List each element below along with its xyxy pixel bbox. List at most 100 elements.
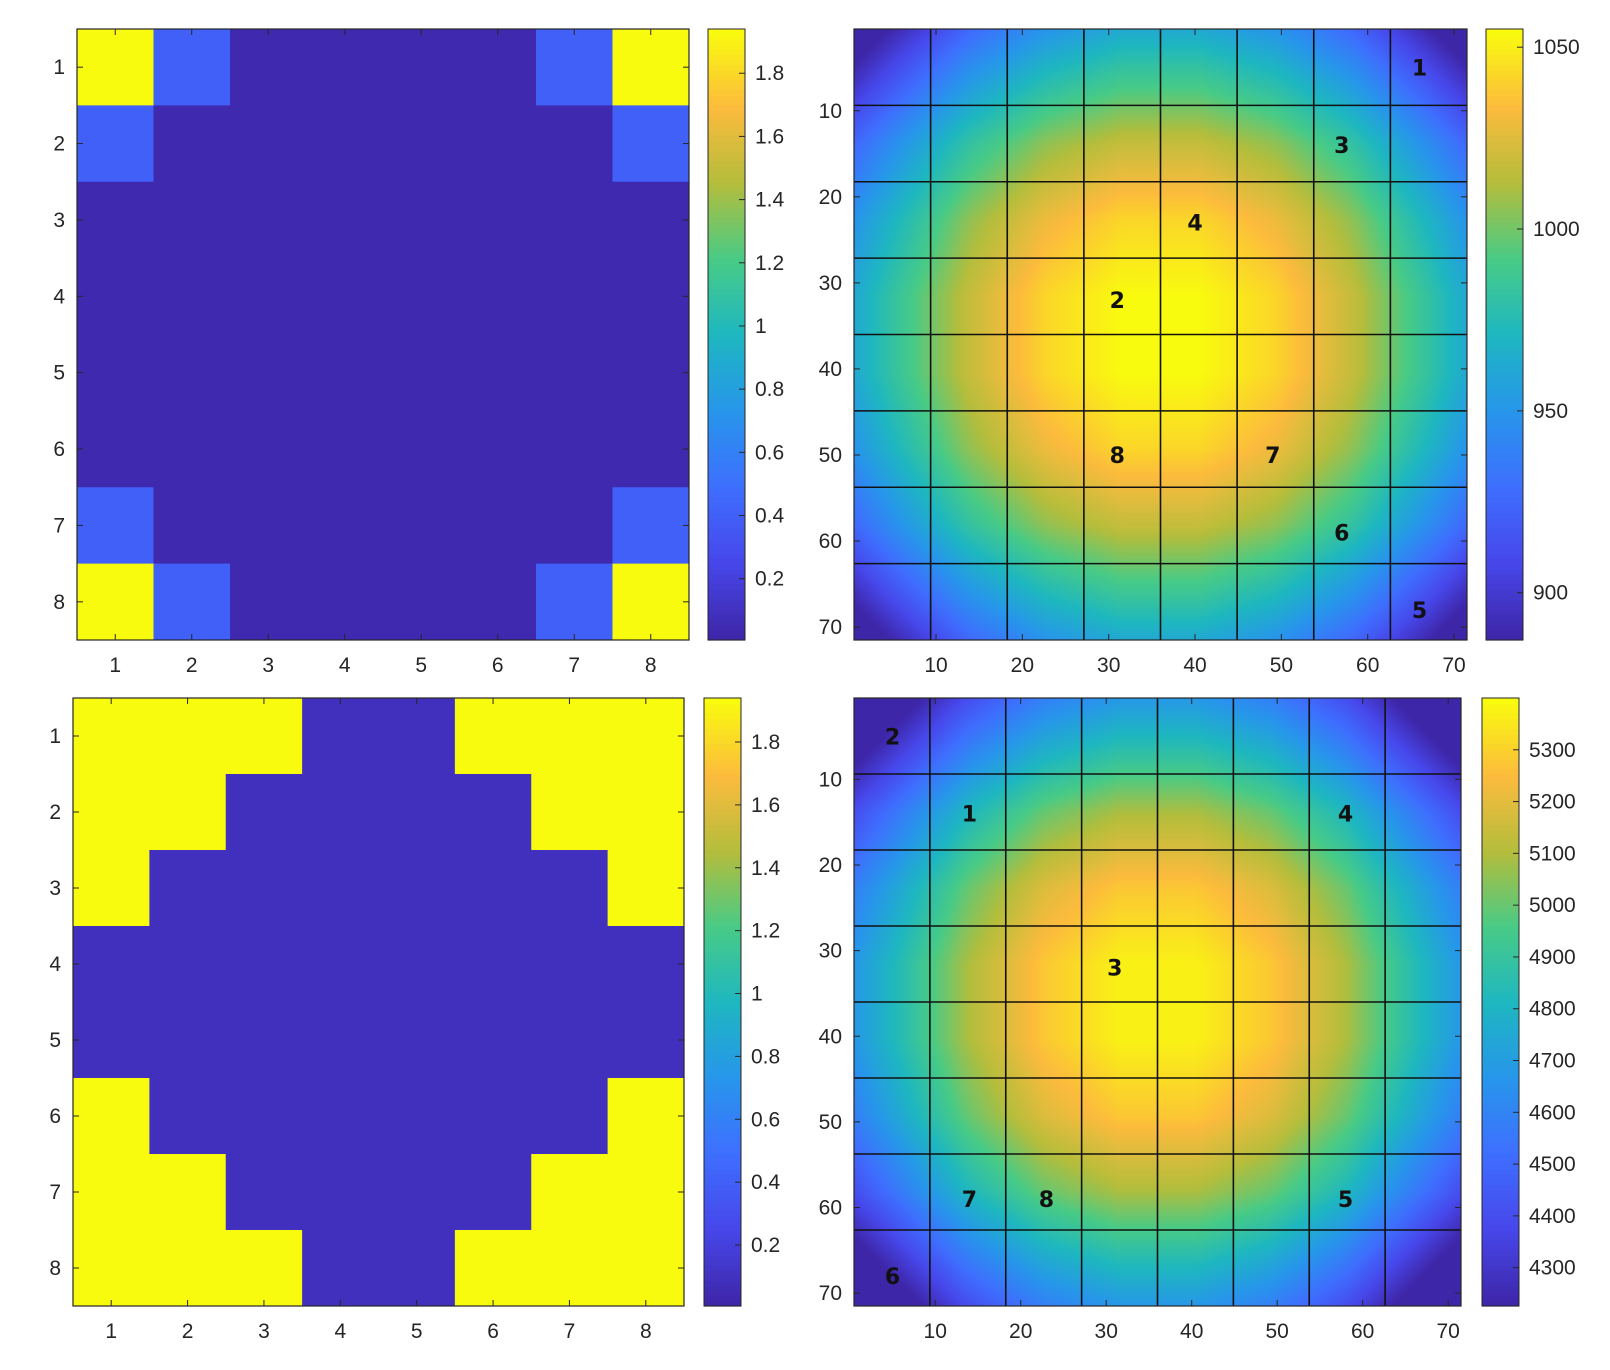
colorbar-segment bbox=[1486, 410, 1523, 417]
colorbar-segment bbox=[708, 283, 745, 290]
y-tick-label: 30 bbox=[819, 940, 842, 963]
colorbar-segment bbox=[708, 415, 745, 422]
colorbar-segment bbox=[704, 996, 741, 1003]
heatmap-cell bbox=[607, 1154, 685, 1231]
colorbar-segment bbox=[1482, 996, 1519, 1003]
colorbar-segment bbox=[1482, 900, 1519, 907]
colorbar-segment bbox=[1482, 733, 1519, 740]
colorbar-segment bbox=[704, 1103, 741, 1109]
colorbar-segment bbox=[704, 1260, 741, 1267]
y-tick-label: 10 bbox=[819, 768, 842, 791]
colorbar-segment bbox=[708, 344, 745, 351]
colorbar-segment bbox=[1482, 1275, 1519, 1282]
colorbar-segment bbox=[704, 819, 741, 826]
colorbar-tick-label: 1 bbox=[755, 315, 767, 338]
colorbar-segment bbox=[708, 614, 745, 621]
heatmap-cell bbox=[73, 926, 150, 1003]
colorbar-segment bbox=[704, 784, 741, 790]
colorbar-segment bbox=[1482, 824, 1519, 831]
colorbar-segment bbox=[1482, 1093, 1519, 1099]
colorbar-segment bbox=[1486, 441, 1523, 448]
colorbar-segment bbox=[1482, 1214, 1519, 1221]
colorbar-segment bbox=[1482, 1184, 1519, 1191]
colorbar-segment bbox=[1486, 105, 1523, 112]
colorbar-segment bbox=[1486, 543, 1523, 549]
colorbar-segment bbox=[1486, 538, 1523, 544]
x-tick-label: 5 bbox=[411, 1320, 423, 1343]
colorbar-segment bbox=[1486, 583, 1523, 590]
colorbar-segment bbox=[1482, 834, 1519, 841]
colorbar-segment bbox=[1486, 197, 1523, 203]
colorbar-segment bbox=[1482, 1194, 1519, 1201]
colorbar-segment bbox=[708, 461, 745, 468]
colorbar-segment bbox=[1482, 1300, 1519, 1307]
colorbar-segment bbox=[1486, 466, 1523, 473]
colorbar-segment bbox=[1482, 779, 1519, 785]
colorbar-segment bbox=[1486, 85, 1523, 91]
heatmap-cell bbox=[230, 258, 307, 335]
colorbar-tick-label: 1.6 bbox=[751, 794, 780, 817]
colorbar-segment bbox=[708, 349, 745, 356]
colorbar-segment bbox=[704, 1290, 741, 1297]
heatmap-cell bbox=[612, 487, 690, 565]
y-tick-label: 4 bbox=[53, 285, 65, 308]
colorbar-segment bbox=[708, 202, 745, 208]
colorbar-segment bbox=[1486, 34, 1523, 40]
colorbar-segment bbox=[708, 609, 745, 616]
colorbar-segment bbox=[1482, 708, 1519, 714]
heatmap-cell bbox=[454, 1078, 532, 1155]
colorbar-segment bbox=[704, 890, 741, 897]
colorbar-tick-label: 0.2 bbox=[751, 1234, 780, 1257]
colorbar-segment bbox=[1482, 1290, 1519, 1297]
colorbar-segment bbox=[1486, 125, 1523, 132]
colorbar-segment bbox=[1486, 268, 1523, 274]
colorbar-segment bbox=[1482, 1133, 1519, 1140]
colorbar-segment bbox=[708, 451, 745, 458]
colorbar-segment bbox=[1482, 1083, 1519, 1089]
heatmap-cell bbox=[225, 926, 303, 1003]
colorbar-segment bbox=[1482, 1204, 1519, 1211]
colorbar-segment bbox=[1486, 64, 1523, 71]
colorbar-segment bbox=[1486, 344, 1523, 351]
axes-box bbox=[72, 697, 685, 1307]
colorbar-segment bbox=[1486, 578, 1523, 585]
heatmap-cell bbox=[536, 105, 613, 183]
colorbar-segment bbox=[1482, 1027, 1519, 1033]
colorbar-segment bbox=[704, 905, 741, 912]
colorbar-segment bbox=[1482, 1078, 1519, 1084]
colorbar-segment bbox=[708, 471, 745, 478]
colorbar-segment bbox=[708, 217, 745, 224]
x-tick-label: 7 bbox=[568, 654, 580, 677]
heatmap-cell bbox=[77, 105, 154, 183]
colorbar-segment bbox=[1482, 1199, 1519, 1206]
colorbar-segment bbox=[708, 130, 745, 137]
colorbar-segment bbox=[1486, 563, 1523, 570]
heatmap-cell bbox=[230, 563, 307, 641]
heatmap-cell bbox=[531, 926, 609, 1003]
colorbar-segment bbox=[708, 105, 745, 112]
heatmap-cell bbox=[225, 850, 303, 927]
colorbar-segment bbox=[1486, 339, 1523, 346]
colorbar-segment bbox=[704, 1300, 741, 1307]
colorbar-segment bbox=[1482, 1022, 1519, 1028]
colorbar-segment bbox=[704, 768, 741, 775]
heatmap-cell bbox=[531, 1002, 609, 1079]
x-tick-label: 8 bbox=[645, 654, 657, 677]
colorbar-segment bbox=[704, 844, 741, 851]
colorbar-segment bbox=[704, 1138, 741, 1145]
colorbar-segment bbox=[704, 946, 741, 952]
colorbar-segment bbox=[1482, 1179, 1519, 1185]
heatmap-cell bbox=[531, 1230, 609, 1307]
colorbar-tick-label: 4500 bbox=[1529, 1153, 1576, 1176]
colorbar-tick-label: 0.2 bbox=[755, 568, 784, 591]
colorbar-segment bbox=[1482, 1052, 1519, 1059]
colorbar-segment bbox=[708, 390, 745, 397]
colorbar-segment bbox=[1486, 477, 1523, 483]
colorbar-segment bbox=[708, 125, 745, 132]
colorbar-segment bbox=[704, 794, 741, 800]
colorbar-tick-label: 5200 bbox=[1529, 791, 1576, 814]
x-tick-label: 5 bbox=[415, 654, 427, 677]
heatmap-cell bbox=[225, 1154, 303, 1231]
annotation-label: 8 bbox=[1110, 444, 1125, 469]
colorbar-segment bbox=[704, 1027, 741, 1033]
